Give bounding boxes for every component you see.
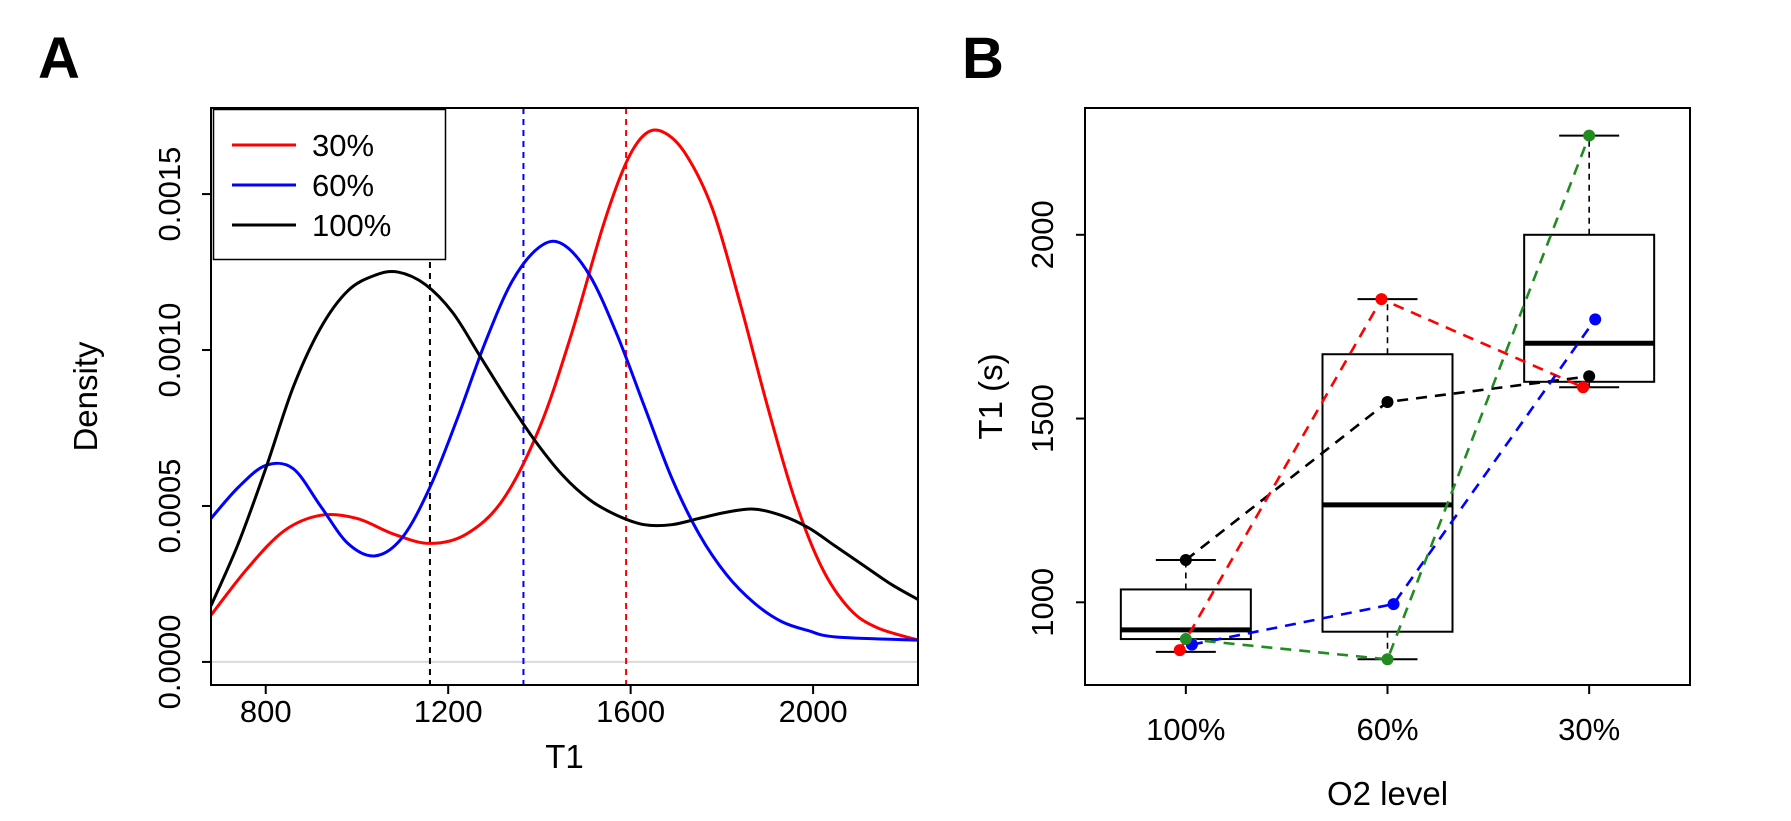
panel-a-ylabel: Density — [67, 341, 104, 452]
legend: 30% 60% 100% — [212, 108, 447, 261]
panel-b-ytick-label: 2000 — [1025, 200, 1060, 269]
data-point-green — [1179, 633, 1192, 646]
panel-b-label: B — [962, 26, 1004, 91]
data-point-black — [1583, 370, 1596, 383]
panel-a-ytick-label: 0.0005 — [152, 459, 187, 554]
panel-b-ylabel: T1 (s) — [972, 353, 1009, 439]
panel-b-xtick-label: 30% — [1558, 712, 1620, 747]
panel-a-xtick-label: 800 — [240, 694, 292, 729]
legend-label-30%: 30% — [312, 128, 374, 163]
panel-a-ytick-label: 0.0015 — [152, 147, 187, 242]
panel-b-xtick-label: 60% — [1356, 712, 1418, 747]
data-point-blue — [1387, 598, 1400, 611]
data-point-red — [1173, 644, 1186, 657]
boxplot: 100% 60% 30% 1000 1500 2000 O2 level T1 (s) — [972, 107, 1691, 812]
panel-b-ytick-label: 1000 — [1025, 568, 1060, 637]
density-plot: 800 1200 1600 2000 0.0000 0.0005 0.0010 0.0015 T… — [67, 107, 919, 775]
panel-a-xtick-label: 1200 — [414, 694, 483, 729]
subject-line-red — [1178, 297, 1584, 651]
data-point-red — [1577, 381, 1590, 394]
legend-label-60%: 60% — [312, 168, 374, 203]
panel-a-ytick-label: 0.0000 — [152, 615, 187, 710]
panel-b-xlabel: O2 level — [1327, 775, 1448, 812]
data-point-green — [1381, 653, 1394, 666]
data-point-black — [1179, 554, 1192, 567]
panel-a-xtick-label: 2000 — [779, 694, 848, 729]
panel-a-xlabel: T1 — [545, 738, 584, 775]
density-curve-60% — [211, 239, 918, 642]
panel-a-plot-box — [210, 107, 919, 686]
data-point-red — [1375, 293, 1388, 306]
legend-label-100%: 100% — [312, 208, 391, 243]
subject-line-green — [1185, 135, 1591, 661]
density-curve-100% — [211, 269, 918, 607]
box-60% — [1321, 353, 1454, 633]
panel-b-xtick-label: 100% — [1146, 712, 1225, 747]
panel-a-xtick-label: 1600 — [596, 694, 665, 729]
panel-b-ytick-label: 1500 — [1025, 384, 1060, 453]
subject-line-blue — [1191, 318, 1597, 646]
data-point-blue — [1589, 313, 1602, 326]
data-point-green — [1583, 129, 1596, 142]
panel-a-label: A — [38, 26, 80, 91]
density-curve-30% — [211, 128, 918, 642]
panel-a-ytick-label: 0.0010 — [152, 303, 187, 398]
data-point-black — [1381, 396, 1394, 409]
